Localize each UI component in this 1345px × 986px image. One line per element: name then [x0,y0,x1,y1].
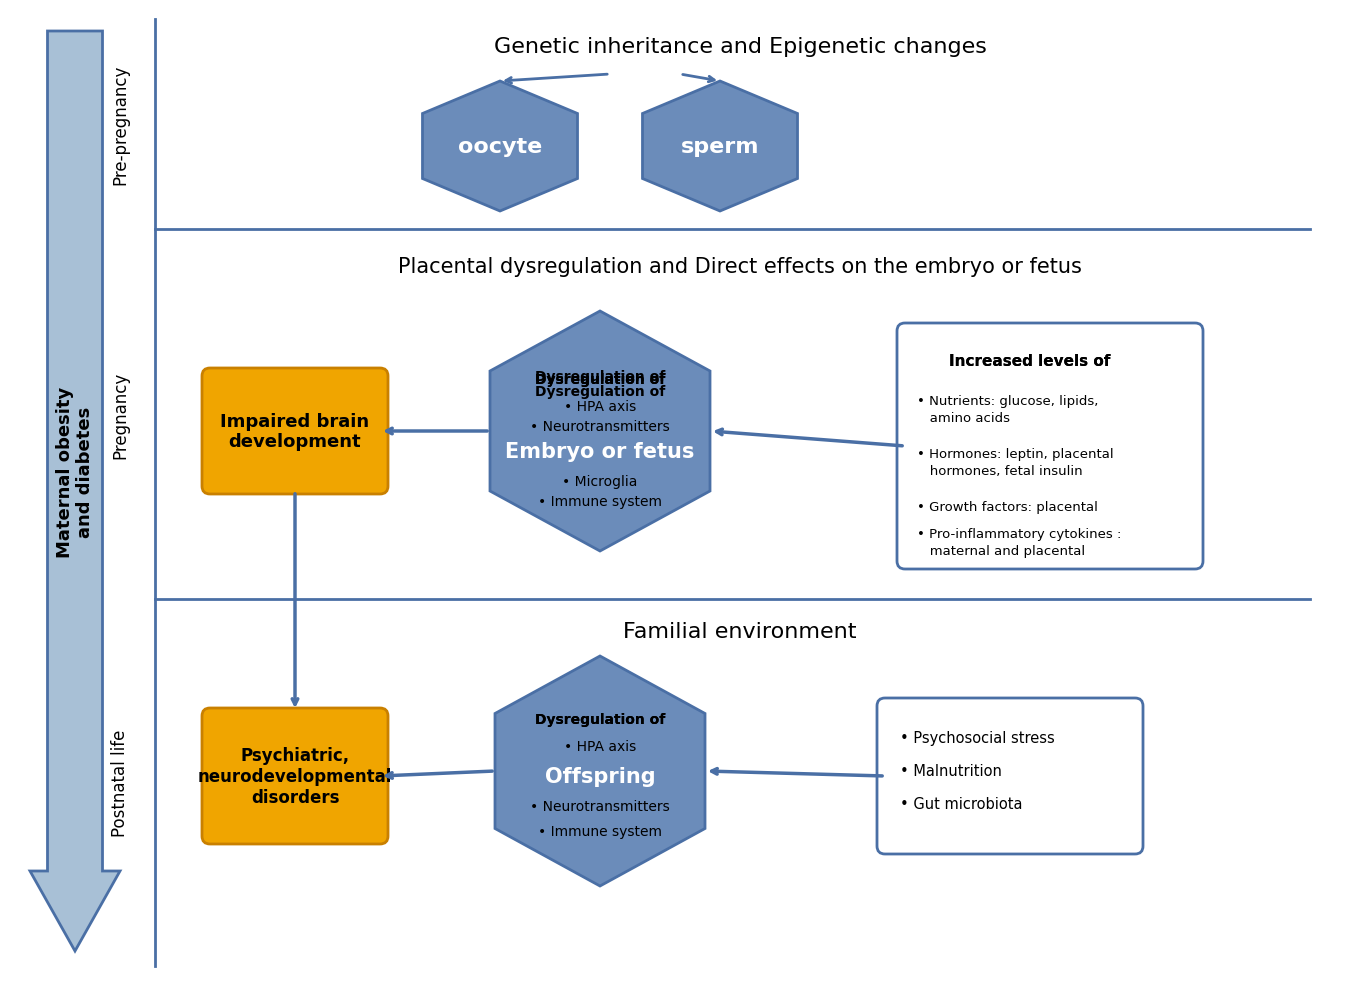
Text: Dysregulation of: Dysregulation of [535,370,666,384]
Text: • Growth factors: placental: • Growth factors: placental [917,501,1098,514]
Text: • Neurotransmitters: • Neurotransmitters [530,800,670,813]
Text: • Psychosocial stress: • Psychosocial stress [900,731,1054,745]
Text: • Malnutrition: • Malnutrition [900,764,1002,779]
Text: Pregnancy: Pregnancy [112,371,129,458]
Text: Dysregulation of: Dysregulation of [535,373,666,387]
FancyBboxPatch shape [202,708,387,844]
FancyBboxPatch shape [897,323,1202,570]
Text: • Immune system: • Immune system [538,495,662,509]
Text: • Pro-inflammatory cytokines :
   maternal and placental: • Pro-inflammatory cytokines : maternal … [917,528,1122,557]
Text: Increased levels of: Increased levels of [950,354,1111,369]
Text: oocyte: oocyte [457,137,542,157]
Text: Maternal obesity
and diabetes: Maternal obesity and diabetes [55,386,94,557]
Text: Embryo or fetus: Embryo or fetus [506,442,694,461]
Text: Dysregulation of: Dysregulation of [535,712,666,727]
Text: • Gut microbiota: • Gut microbiota [900,797,1022,811]
Text: Pre-pregnancy: Pre-pregnancy [112,65,129,185]
Text: • HPA axis: • HPA axis [564,740,636,753]
Text: • Microglia: • Microglia [562,474,638,488]
Text: • Hormones: leptin, placental
   hormones, fetal insulin: • Hormones: leptin, placental hormones, … [917,448,1114,477]
FancyBboxPatch shape [202,369,387,495]
Text: Offspring: Offspring [545,766,655,786]
Polygon shape [643,82,798,212]
Text: Dysregulation of: Dysregulation of [535,373,666,387]
Text: Dysregulation of: Dysregulation of [535,385,666,398]
Text: Placental dysregulation and Direct effects on the embryo or fetus: Placental dysregulation and Direct effec… [398,256,1081,277]
Text: • Neurotransmitters: • Neurotransmitters [530,420,670,434]
Text: • Nutrients: glucose, lipids,
   amino acids: • Nutrients: glucose, lipids, amino acid… [917,394,1099,425]
Polygon shape [495,657,705,886]
FancyBboxPatch shape [877,698,1143,854]
Text: Dysregulation of: Dysregulation of [535,712,666,727]
Text: Psychiatric,
neurodevelopmental
disorders: Psychiatric, neurodevelopmental disorder… [198,746,393,806]
Text: • Immune system: • Immune system [538,824,662,838]
Text: sperm: sperm [681,137,759,157]
Polygon shape [422,82,577,212]
Text: Postnatal life: Postnatal life [112,729,129,836]
Polygon shape [30,32,120,951]
Text: Familial environment: Familial environment [623,621,857,641]
Polygon shape [490,312,710,551]
Text: Increased levels of: Increased levels of [950,354,1111,369]
Text: Impaired brain
development: Impaired brain development [221,412,370,451]
Text: • HPA axis: • HPA axis [564,399,636,413]
Text: Genetic inheritance and Epigenetic changes: Genetic inheritance and Epigenetic chang… [494,36,986,57]
